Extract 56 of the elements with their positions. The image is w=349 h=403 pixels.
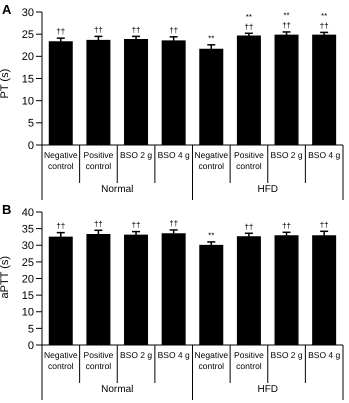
chart-title: A	[2, 2, 12, 17]
y-tick-label: 5	[28, 118, 34, 130]
text: HFD	[256, 384, 280, 395]
data-label: ††	[56, 222, 66, 231]
data-label: ††	[56, 27, 66, 36]
x-tick-label: BSO 4 g	[158, 350, 190, 360]
text: HFD	[256, 184, 280, 195]
y-tick-label: 30	[22, 240, 34, 252]
y-tick-label: 20	[22, 51, 34, 64]
y-tick-label: 25	[22, 29, 34, 42]
y-tick-label: 0	[28, 340, 34, 352]
y-axis-title: aPTT (s)	[0, 256, 11, 298]
data-label: ††	[94, 25, 103, 34]
x-tick-label: BSO 2 g	[120, 350, 152, 360]
x-tick-label: BSO 4 g	[158, 150, 190, 160]
x-tick-label: Positive control	[84, 150, 114, 171]
x-tick-label: BSO 2 g	[270, 150, 303, 160]
x-tick-label: Positive control	[234, 350, 264, 371]
y-tick-label: 15	[22, 290, 34, 302]
chart-title: B	[2, 202, 12, 217]
data-label: **	[208, 34, 214, 43]
y-tick-label: 25	[22, 256, 34, 269]
y-tick-label: 20	[22, 273, 34, 286]
data-label: ** ††	[244, 12, 254, 32]
x-tick-label: Positive control	[234, 150, 264, 171]
y-tick-label: 10	[22, 96, 34, 108]
x-tick-label: Negative control	[44, 350, 78, 371]
data-label: ††	[132, 220, 140, 230]
x-tick-label: Negative control	[194, 350, 228, 371]
x-tick-label: Negative control	[194, 150, 228, 171]
x-tick-label: BSO 4 g	[308, 350, 341, 360]
data-label: ** ††	[320, 11, 329, 30]
data-label: ††	[320, 220, 329, 230]
y-tick-label: 15	[22, 73, 34, 86]
data-label: ††	[169, 218, 178, 228]
x-tick-label: Positive control	[84, 350, 114, 371]
text: Normal	[100, 384, 134, 395]
data-label: ††	[282, 221, 291, 230]
y-tick-label: 40	[22, 206, 34, 219]
y-tick-label: 5	[28, 323, 34, 336]
data-label: ††	[169, 26, 178, 35]
x-tick-label: BSO 4 g	[308, 150, 341, 160]
y-tick-label: 0	[28, 140, 34, 152]
data-label: **	[208, 230, 214, 240]
text: Normal	[100, 184, 134, 195]
y-tick-label: 30	[22, 6, 34, 19]
data-label: ††	[244, 222, 254, 232]
y-tick-label: 35	[22, 224, 34, 236]
data-label: ††	[132, 25, 140, 34]
x-tick-label: BSO 2 g	[270, 350, 303, 360]
data-label: ††	[94, 219, 103, 228]
data-label: ** ††	[282, 10, 291, 30]
x-tick-label: Negative control	[44, 150, 78, 171]
y-axis-title: PT (s)	[0, 68, 11, 98]
y-tick-label: 10	[22, 306, 34, 319]
x-tick-label: BSO 2 g	[120, 150, 152, 160]
